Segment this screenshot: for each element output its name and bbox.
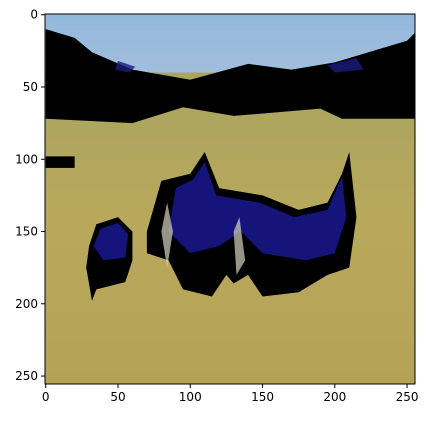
y-tick-label: 200 [15, 297, 38, 311]
x-tick-label: 50 [110, 390, 125, 404]
x-tick-label: 100 [179, 390, 202, 404]
x-tick-label: 150 [251, 390, 274, 404]
x-tick-label: 200 [323, 390, 346, 404]
x-tick-label: 0 [42, 390, 50, 404]
x-tick-label: 250 [396, 390, 419, 404]
y-tick-label: 250 [15, 369, 38, 383]
y-tick-label: 150 [15, 225, 38, 239]
y-tick-label: 0 [30, 8, 38, 22]
axes-frame [44, 13, 416, 385]
y-tick-label: 50 [23, 80, 38, 94]
image [45, 14, 415, 384]
y-tick-label: 100 [15, 152, 38, 166]
